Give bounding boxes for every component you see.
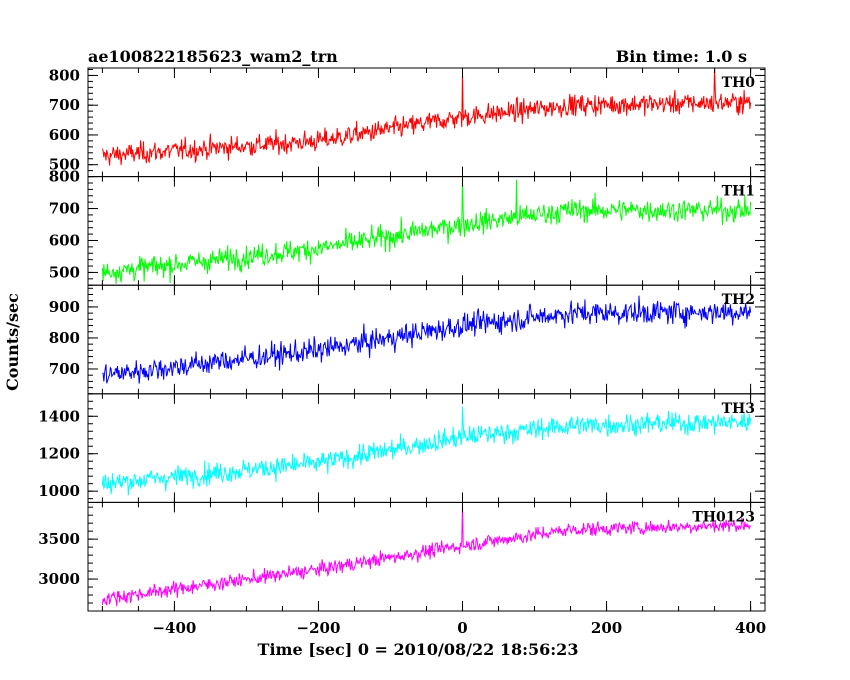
- panel-th3: 1000 1200 1400 TH3: [38, 393, 766, 503]
- y-tick-label: 700: [49, 96, 80, 114]
- y-tick-label: 800: [49, 329, 80, 347]
- panel-frame: [87, 284, 766, 395]
- y-tick-label: 600: [49, 231, 80, 249]
- panel-th1: 500 600 700 800 TH1: [49, 168, 766, 286]
- panel-frame: [87, 501, 766, 612]
- panel-label-th0123: TH0123: [692, 509, 755, 525]
- panel-label-th1: TH1: [722, 184, 755, 200]
- y-tick-label: 1400: [38, 407, 80, 425]
- x-tick-label: 200: [591, 619, 622, 637]
- series-line-th3: [101, 406, 752, 496]
- y-tick-label: 3500: [38, 530, 80, 548]
- panel-th2: 700 800 900 TH2: [49, 284, 766, 395]
- x-tick-label: 0: [457, 619, 467, 637]
- y-axis-label: Counts/sec: [3, 293, 22, 391]
- panel-frame: [87, 67, 766, 178]
- chart-title: ae100822185623_wam2_trn: [88, 47, 338, 66]
- y-tick-label: 1200: [38, 445, 80, 463]
- y-tick-label: 600: [49, 126, 80, 144]
- y-tick-label: 700: [49, 200, 80, 218]
- y-tick-label: 500: [49, 263, 80, 281]
- panel-th0: 500 600 700 800 TH0: [49, 66, 766, 178]
- x-tick-label: 400: [735, 619, 766, 637]
- series-line-th0123: [101, 503, 751, 607]
- panel-label-th3: TH3: [722, 401, 755, 417]
- panel-label-th2: TH2: [722, 292, 755, 308]
- series-line-th0: [101, 68, 752, 166]
- y-tick-label: 700: [49, 360, 80, 378]
- series-line-th2: [102, 295, 752, 384]
- x-tick-label: −400: [152, 619, 196, 637]
- panels-group: 500 600 700 800 TH0 500 600 700 800 TH1 700 800 900 T…: [38, 66, 766, 637]
- x-axis-label: Time [sec] 0 = 2010/08/22 18:56:23: [258, 640, 579, 659]
- y-tick-label: 3000: [38, 570, 80, 588]
- y-tick-label: 500: [49, 156, 80, 174]
- panel-frame: [87, 393, 766, 503]
- bin-time-label: Bin time: 1.0 s: [616, 47, 747, 66]
- y-tick-label: 800: [49, 66, 80, 84]
- x-tick-label: −200: [297, 619, 341, 637]
- panel-label-th0: TH0: [722, 75, 756, 91]
- series-line-th1: [101, 176, 752, 284]
- y-tick-label: 900: [49, 298, 80, 316]
- panel-th0123: 3000 3500 TH0123 −400 −200 0 200 400: [38, 501, 766, 637]
- y-tick-label: 800: [49, 168, 80, 186]
- y-tick-label: 1000: [38, 482, 80, 500]
